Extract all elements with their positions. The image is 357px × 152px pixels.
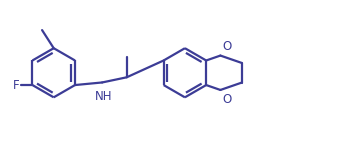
Text: NH: NH — [95, 90, 112, 103]
Text: O: O — [222, 93, 232, 105]
Text: O: O — [222, 40, 232, 53]
Text: F: F — [13, 79, 20, 92]
